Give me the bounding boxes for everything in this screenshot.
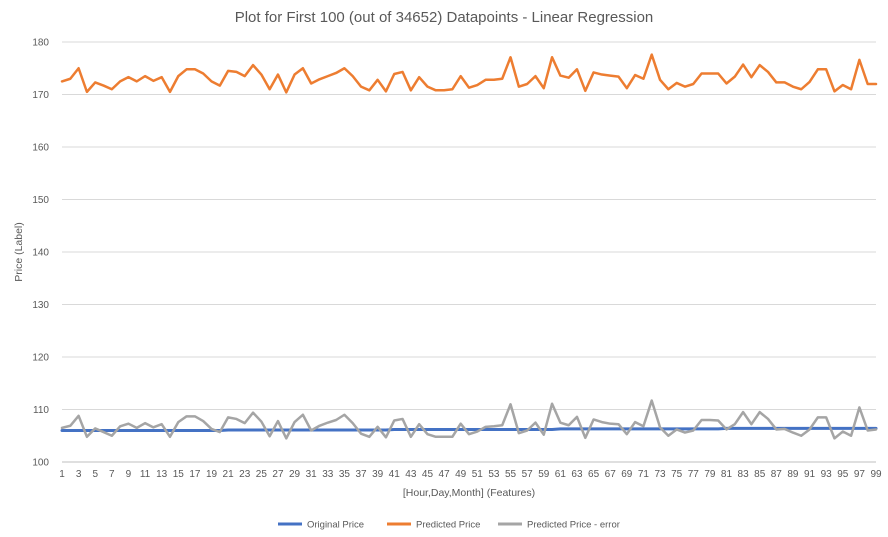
x-tick-label: 81	[721, 469, 733, 480]
x-tick-label: 55	[505, 469, 517, 480]
legend-label: Original Price	[307, 520, 364, 531]
x-tick-label: 29	[289, 469, 301, 480]
series-line-1	[60, 426, 878, 432]
x-tick-label: 27	[272, 469, 284, 480]
x-tick-label: 35	[339, 469, 351, 480]
x-tick-label: 49	[455, 469, 467, 480]
x-axis-tick-labels: 1 3 5 7 9 11 13 15 17 19 21 23 25 27 29 31 33 35 37 39 41 43 4…	[59, 469, 882, 480]
y-tick-label: 150	[32, 195, 49, 206]
x-tick-label: 61	[555, 469, 567, 480]
x-tick-label: 97	[854, 469, 866, 480]
x-tick-label: 93	[821, 469, 833, 480]
x-tick-label: 21	[223, 469, 235, 480]
x-tick-label: 59	[538, 469, 550, 480]
y-tick-label: 110	[33, 405, 49, 416]
y-tick-label: 170	[32, 90, 49, 101]
x-tick-label: 89	[787, 469, 799, 480]
x-tick-label: 3	[76, 469, 82, 480]
x-tick-label: 87	[771, 469, 783, 480]
x-tick-label: 91	[804, 469, 816, 480]
y-tick-label: 100	[32, 458, 49, 469]
x-tick-label: 31	[306, 469, 318, 480]
y-tick-label: 160	[32, 143, 49, 154]
y-tick-label: 140	[32, 248, 49, 259]
x-tick-label: 79	[704, 469, 716, 480]
series-lines	[60, 53, 878, 440]
x-tick-label: 15	[173, 469, 185, 480]
x-tick-label: 11	[140, 469, 151, 480]
x-tick-label: 77	[688, 469, 700, 480]
x-tick-label: 85	[754, 469, 766, 480]
x-tick-label: 45	[422, 469, 434, 480]
x-tick-label: 37	[355, 469, 367, 480]
x-tick-label: 65	[588, 469, 600, 480]
x-tick-label: 75	[671, 469, 683, 480]
x-tick-label: 41	[389, 469, 401, 480]
x-tick-label: 25	[256, 469, 268, 480]
x-tick-label: 1	[59, 469, 65, 480]
x-tick-label: 43	[405, 469, 417, 480]
y-tick-label: 130	[32, 300, 49, 311]
y-tick-label: 120	[32, 353, 49, 364]
x-tick-label: 33	[322, 469, 334, 480]
x-tick-label: 95	[837, 469, 849, 480]
x-tick-label: 7	[109, 469, 115, 480]
gridlines	[62, 41, 876, 410]
y-tick-label: 180	[32, 38, 49, 49]
x-tick-label: 39	[372, 469, 384, 480]
x-tick-label: 53	[488, 469, 500, 480]
x-tick-label: 99	[870, 469, 882, 480]
x-tick-label: 13	[156, 469, 168, 480]
y-axis-label: Price (Label)	[13, 222, 25, 282]
x-tick-label: 23	[239, 469, 251, 480]
series-line-2	[60, 53, 878, 94]
chart-title: Plot for First 100 (out of 34652) Datapo…	[235, 9, 654, 26]
legend-label: Predicted Price	[416, 520, 480, 531]
x-tick-label: 17	[189, 469, 201, 480]
x-tick-label: 47	[439, 469, 451, 480]
x-tick-label: 69	[621, 469, 633, 480]
x-tick-label: 19	[206, 469, 218, 480]
legend-label: Predicted Price - error	[527, 520, 620, 531]
x-tick-label: 71	[638, 469, 650, 480]
legend: Original Price Predicted Price Predicted P…	[278, 520, 620, 531]
x-tick-label: 51	[472, 469, 484, 480]
y-axis-tick-labels: 100 110 120 130 140 150 160 170 180	[32, 38, 49, 469]
x-tick-label: 57	[522, 469, 534, 480]
series-line-3	[60, 399, 878, 440]
x-tick-label: 9	[126, 469, 132, 480]
x-tick-label: 5	[92, 469, 98, 480]
x-tick-label: 67	[605, 469, 617, 480]
x-tick-label: 63	[571, 469, 583, 480]
x-axis-label: [Hour,Day,Month] (Features)	[403, 487, 535, 499]
x-tick-label: 83	[738, 469, 750, 480]
x-tick-label: 73	[654, 469, 666, 480]
